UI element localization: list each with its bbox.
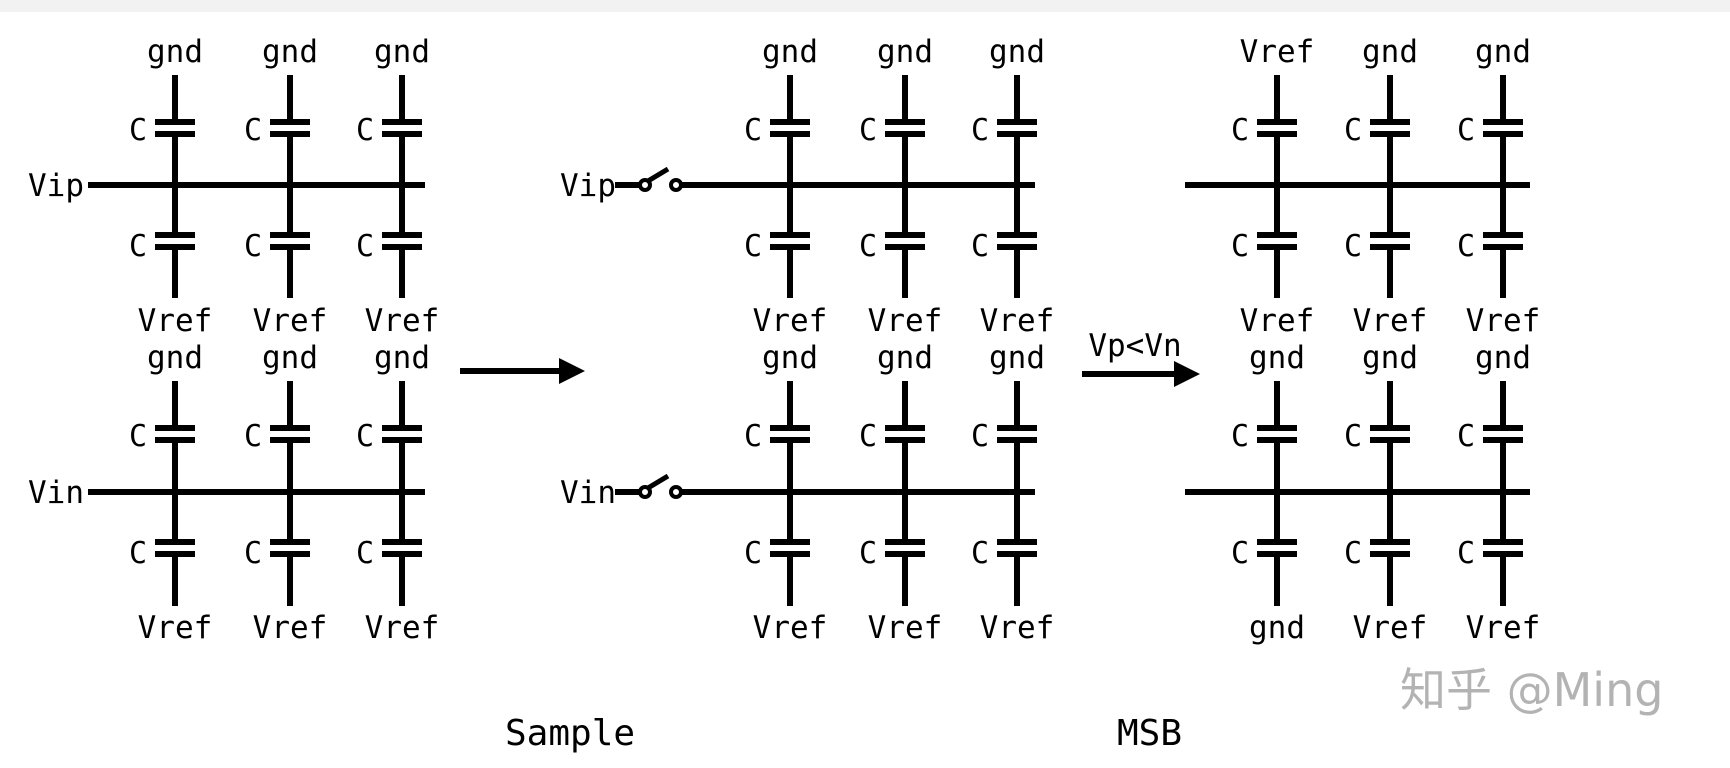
cap-label: C (1231, 229, 1249, 264)
cap-label: C (1344, 419, 1362, 454)
cap-label: C (244, 419, 262, 454)
rail-label: Vin (560, 475, 616, 511)
top-terminal-label: gnd (147, 34, 203, 70)
cap-label: C (129, 536, 147, 571)
switch-terminal (638, 485, 652, 499)
cap-label: C (1231, 113, 1249, 148)
bottom-terminal-label: Vref (1240, 303, 1315, 339)
top-terminal-label: gnd (1475, 34, 1531, 70)
top-terminal-label: gnd (989, 34, 1045, 70)
cap-label: C (356, 419, 374, 454)
panel-caption: MSB (1117, 713, 1182, 754)
top-terminal-label: gnd (374, 34, 430, 70)
bottom-terminal-label: Vref (253, 303, 328, 339)
rail-label: Vip (28, 168, 84, 204)
cap-label: C (356, 229, 374, 264)
switch-blade (646, 166, 670, 184)
cap-label: C (356, 113, 374, 148)
top-terminal-label: gnd (877, 34, 933, 70)
top-terminal-label: gnd (262, 34, 318, 70)
switch-terminal (669, 178, 683, 192)
cap-label: C (859, 419, 877, 454)
cap-label: C (859, 229, 877, 264)
watermark: 知乎 @Ming (1400, 663, 1663, 717)
cap-label: C (1457, 419, 1475, 454)
top-terminal-label: gnd (374, 340, 430, 376)
cap-label: C (1231, 419, 1249, 454)
top-terminal-label: gnd (762, 34, 818, 70)
rail-label: Vip (560, 168, 616, 204)
bottom-terminal-label: Vref (138, 610, 213, 646)
cap-label: C (859, 536, 877, 571)
cap-label: C (744, 113, 762, 148)
switch-terminal (669, 485, 683, 499)
cap-label: C (244, 229, 262, 264)
top-terminal-label: gnd (262, 340, 318, 376)
top-terminal-label: gnd (1362, 340, 1418, 376)
switch-terminal (638, 178, 652, 192)
top-terminal-label: gnd (762, 340, 818, 376)
cap-label: C (1457, 113, 1475, 148)
arrow-head (1174, 361, 1200, 387)
cap-label: C (1457, 536, 1475, 571)
cap-label: C (744, 229, 762, 264)
cap-label: C (1344, 229, 1362, 264)
top-terminal-label: gnd (877, 340, 933, 376)
bottom-terminal-label: gnd (1249, 610, 1305, 646)
top-terminal-label: gnd (1362, 34, 1418, 70)
bottom-terminal-label: Vref (1353, 610, 1428, 646)
cap-label: C (356, 536, 374, 571)
cap-label: C (244, 113, 262, 148)
cap-label: C (1344, 536, 1362, 571)
bottom-terminal-label: Vref (138, 303, 213, 339)
top-band (0, 0, 1730, 12)
cap-label: C (129, 229, 147, 264)
cap-label: C (1457, 229, 1475, 264)
cap-label: C (1231, 536, 1249, 571)
cap-label: C (129, 419, 147, 454)
bottom-terminal-label: Vref (980, 610, 1055, 646)
cap-label: C (1344, 113, 1362, 148)
top-terminal-label: gnd (1475, 340, 1531, 376)
cap-label: C (971, 113, 989, 148)
top-terminal-label: gnd (1249, 340, 1305, 376)
cap-label: C (244, 536, 262, 571)
bottom-terminal-label: Vref (868, 610, 943, 646)
cap-label: C (971, 536, 989, 571)
bottom-terminal-label: Vref (365, 610, 440, 646)
top-terminal-label: Vref (1240, 34, 1315, 70)
cap-label: C (971, 229, 989, 264)
bottom-terminal-label: Vref (1466, 610, 1541, 646)
cap-label: C (971, 419, 989, 454)
bottom-terminal-label: Vref (753, 303, 828, 339)
bottom-terminal-label: Vref (753, 610, 828, 646)
panel-caption: Sample (505, 713, 635, 754)
top-terminal-label: gnd (147, 340, 203, 376)
bottom-terminal-label: Vref (1353, 303, 1428, 339)
switch-blade (646, 473, 670, 491)
top-terminal-label: gnd (989, 340, 1045, 376)
cap-label: C (129, 113, 147, 148)
arrow-label: Vp<Vn (1088, 328, 1181, 364)
bottom-terminal-label: Vref (1466, 303, 1541, 339)
cap-label: C (859, 113, 877, 148)
arrow-head (559, 358, 585, 384)
cap-label: C (744, 536, 762, 571)
bottom-terminal-label: Vref (980, 303, 1055, 339)
bottom-terminal-label: Vref (253, 610, 328, 646)
rail-label: Vin (28, 475, 84, 511)
bottom-terminal-label: Vref (868, 303, 943, 339)
cap-label: C (744, 419, 762, 454)
bottom-terminal-label: Vref (365, 303, 440, 339)
